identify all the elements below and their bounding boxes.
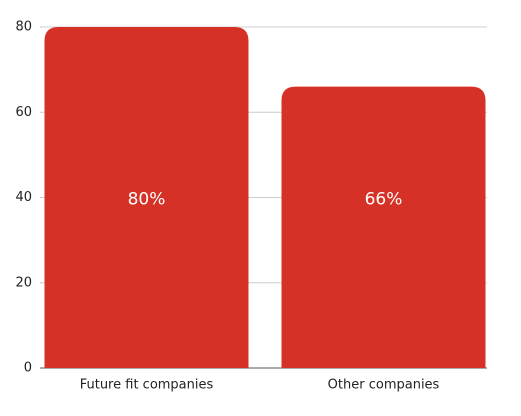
y-tick-label: 40 [15, 190, 32, 205]
x-tick-label: Future fit companies [80, 378, 214, 393]
y-tick-label: 20 [15, 275, 32, 290]
y-tick-label: 80 [15, 20, 32, 35]
y-tick-label: 0 [24, 361, 32, 376]
bar [44, 27, 249, 368]
bar [281, 86, 486, 369]
y-tick-label: 60 [15, 105, 32, 120]
value-label: 80% [128, 190, 166, 210]
x-tick-label: Other companies [328, 378, 440, 393]
value-label: 66% [365, 190, 403, 210]
